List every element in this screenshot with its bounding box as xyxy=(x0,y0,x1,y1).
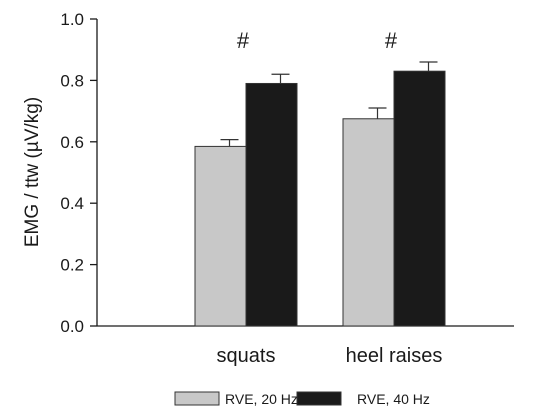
category-label: heel raises xyxy=(346,345,443,367)
significance-marker: # xyxy=(385,28,398,53)
bar-rve-20hz xyxy=(194,145,247,327)
significance-marker: # xyxy=(237,28,250,53)
category-labels: squats heel raises xyxy=(217,345,443,367)
error-bars xyxy=(220,61,438,147)
bar-rve-20hz xyxy=(342,118,395,327)
legend-swatch xyxy=(296,391,342,406)
y-tick-label: 0.4 xyxy=(60,194,84,213)
y-tick-label: 0.2 xyxy=(60,256,84,275)
bar-rve-40hz xyxy=(245,82,298,327)
legend-label: RVE, 20 Hz xyxy=(225,391,298,407)
legend-swatch xyxy=(174,391,220,406)
y-tick-label: 1.0 xyxy=(60,10,84,29)
bar-rve-40hz xyxy=(393,70,446,327)
category-label: squats xyxy=(217,345,276,367)
significance-annotations: # # xyxy=(237,28,398,53)
legend-label: RVE, 40 Hz xyxy=(357,391,430,407)
y-tick-label: 0.6 xyxy=(60,133,84,152)
y-axis-label: EMG / ttw (µV/kg) xyxy=(22,97,43,247)
axes: 0.0 0.2 0.4 0.6 0.8 1.0 xyxy=(60,10,514,336)
y-tick-label: 0.0 xyxy=(60,317,84,336)
bars xyxy=(194,70,446,327)
legend: RVE, 20 Hz RVE, 40 Hz xyxy=(174,391,430,407)
y-tick-label: 0.8 xyxy=(60,71,84,90)
